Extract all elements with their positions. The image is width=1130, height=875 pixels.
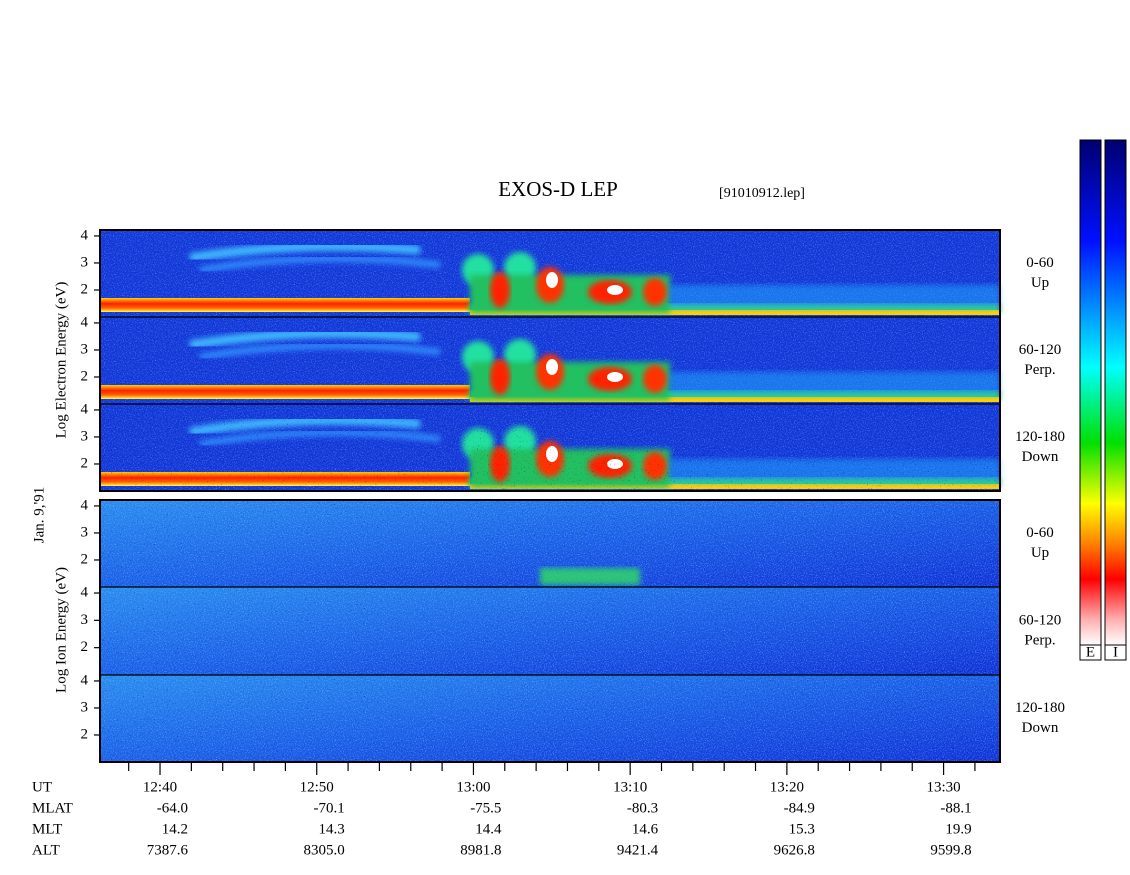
electron-panel xyxy=(100,230,1000,317)
ion-ylabel: Log Ion Energy (eV) xyxy=(53,567,69,693)
frame xyxy=(99,229,1001,492)
y-tick-label: 2 xyxy=(81,455,89,471)
y-tick-label: 2 xyxy=(81,551,89,567)
title: EXOS-D LEP xyxy=(498,177,618,201)
colorbar-label: I xyxy=(1113,644,1118,660)
orbit-value: 9626.8 xyxy=(774,842,815,858)
orbit-label: MLT xyxy=(32,821,62,837)
orbit-value: 15.3 xyxy=(789,821,815,837)
orbit-value: -80.3 xyxy=(627,800,658,816)
y-tick-label: 3 xyxy=(81,428,89,444)
spectrograms xyxy=(100,230,1000,763)
orbit-value: 14.4 xyxy=(475,821,502,837)
y-tick-label: 3 xyxy=(81,254,89,270)
panel-range: 60-120 xyxy=(1019,612,1062,628)
orbit-value: 8305.0 xyxy=(303,842,344,858)
orbit-value: 9599.8 xyxy=(930,842,971,858)
panel-direction: Down xyxy=(1022,720,1059,736)
panel-range: 60-120 xyxy=(1019,342,1062,358)
orbit-value: 7387.6 xyxy=(147,842,189,858)
x-tick-label: 13:10 xyxy=(613,779,647,795)
panel-direction: Perp. xyxy=(1024,632,1055,648)
y-tick-label: 4 xyxy=(81,401,89,417)
y-tick-label: 2 xyxy=(81,368,89,384)
x-tick-label: 13:20 xyxy=(770,779,804,795)
panel-direction: Up xyxy=(1031,545,1049,561)
orbit-value: 14.2 xyxy=(162,821,188,837)
ion-feature xyxy=(540,568,640,585)
orbit-label: MLAT xyxy=(32,800,73,816)
y-tick-label: 2 xyxy=(81,639,89,655)
x-tick-label: 12:40 xyxy=(143,779,177,795)
colorbar xyxy=(1079,139,1102,646)
speckle xyxy=(100,404,1000,491)
electron-ylabel: Log Electron Energy (eV) xyxy=(53,282,69,439)
y-tick-label: 2 xyxy=(81,281,89,297)
y-tick-label: 3 xyxy=(81,612,89,628)
electron-panel xyxy=(100,317,1000,404)
ion-panel xyxy=(100,675,1000,763)
x-tick-label: 13:00 xyxy=(456,779,490,795)
x-tick-label: 13:30 xyxy=(926,779,960,795)
panel-direction: Perp. xyxy=(1024,362,1055,378)
orbit-label: ALT xyxy=(32,842,60,858)
panel-range: 0-60 xyxy=(1026,525,1054,541)
y-tick-label: 4 xyxy=(81,314,89,330)
orbit-value: 8981.8 xyxy=(460,842,501,858)
panel-direction: Down xyxy=(1022,449,1059,465)
y-tick-label: 3 xyxy=(81,524,89,540)
y-tick-label: 4 xyxy=(81,227,89,243)
orbit-value: -64.0 xyxy=(157,800,188,816)
panel-range: 120-180 xyxy=(1015,429,1065,445)
y-tick-label: 4 xyxy=(81,672,89,688)
y-tick-label: 4 xyxy=(81,584,89,600)
ion-panel xyxy=(100,587,1000,675)
orbit-value: -88.1 xyxy=(940,800,971,816)
colorbar-box xyxy=(1104,644,1127,661)
panel-range: 0-60 xyxy=(1026,255,1054,271)
orbit-value: -70.1 xyxy=(313,800,344,816)
panel-range: 120-180 xyxy=(1015,700,1065,716)
y-tick-label: 4 xyxy=(81,497,89,513)
orbit-value: 14.6 xyxy=(632,821,659,837)
colorbar xyxy=(1104,139,1127,646)
orbit-value: -84.9 xyxy=(784,800,815,816)
file-name: [91010912.lep] xyxy=(719,186,805,201)
colorbar-box xyxy=(1079,644,1102,661)
orbit-value: 19.9 xyxy=(945,821,971,837)
x-tick-label: 12:50 xyxy=(300,779,334,795)
date: Jan. 9,'91 xyxy=(31,487,47,543)
orbit-value: 9421.4 xyxy=(617,842,659,858)
colorbar-label: E xyxy=(1086,644,1095,660)
y-tick-label: 2 xyxy=(81,726,89,742)
panel-direction: Up xyxy=(1031,275,1049,291)
orbit-value: 14.3 xyxy=(318,821,344,837)
y-tick-label: 3 xyxy=(81,341,89,357)
orbit-value: -75.5 xyxy=(470,800,501,816)
orbit-label: UT xyxy=(32,779,52,795)
y-tick-label: 3 xyxy=(81,699,89,715)
